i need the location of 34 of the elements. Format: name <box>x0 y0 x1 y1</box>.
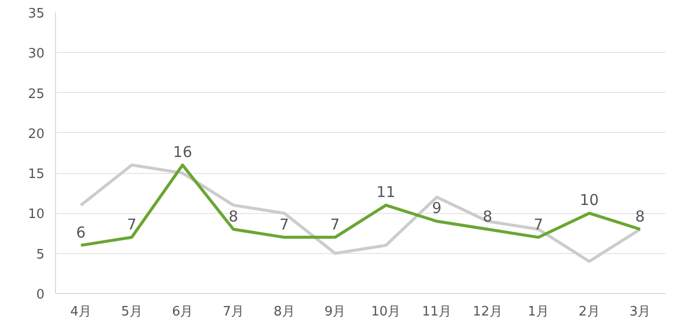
line-series <box>79 164 642 247</box>
data-label: 8 <box>228 207 238 226</box>
x-tick-label: 3月 <box>629 304 651 320</box>
y-tick-label: 5 <box>36 247 45 262</box>
x-tick-label: 9月 <box>324 304 346 320</box>
data-label: 8 <box>482 207 492 226</box>
data-label: 9 <box>432 199 442 218</box>
x-tick-label: 12月 <box>472 304 502 320</box>
data-label: 7 <box>279 215 290 234</box>
y-tick-label: 25 <box>28 86 45 102</box>
data-label: 6 <box>76 223 86 242</box>
y-tick-label: 10 <box>28 207 45 222</box>
x-tick-label: 10月 <box>371 304 401 320</box>
y-tick-label: 20 <box>28 126 45 142</box>
y-tick-label: 35 <box>28 6 45 22</box>
x-tick-label: 8月 <box>274 304 295 320</box>
x-tick-label: 2月 <box>578 304 600 320</box>
data-label: 10 <box>580 191 599 210</box>
data-label: 7 <box>126 215 137 234</box>
data-label: 7 <box>330 215 340 234</box>
x-tick-label: 5月 <box>121 304 142 320</box>
data-label: 16 <box>173 143 192 162</box>
x-tick-label: 1月 <box>528 304 550 320</box>
data-label: 8 <box>635 207 645 226</box>
y-tick-label: 30 <box>28 46 45 62</box>
data-label: 7 <box>534 215 544 234</box>
x-tick-label: 7月 <box>222 304 244 320</box>
x-tick-label: 6月 <box>172 304 194 320</box>
line-series <box>79 164 642 263</box>
x-tick-label: 11月 <box>422 304 452 320</box>
y-tick-label: 15 <box>28 167 45 182</box>
data-label: 11 <box>376 183 396 202</box>
y-tick-label: 0 <box>36 288 45 302</box>
x-tick-label: 4月 <box>70 304 92 320</box>
